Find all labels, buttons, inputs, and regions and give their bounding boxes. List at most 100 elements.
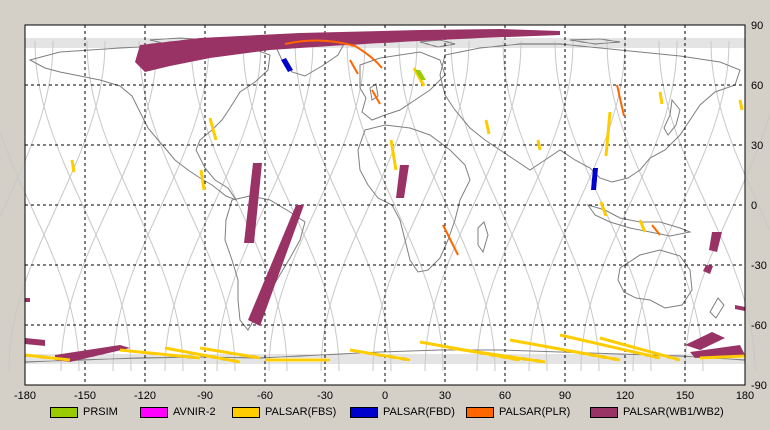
swath-fbs-8 bbox=[604, 111, 612, 157]
lon-tick-label: 120 bbox=[616, 390, 634, 400]
lon-tick-label: -150 bbox=[74, 390, 96, 400]
orbit-track bbox=[34, 40, 132, 372]
swath-wb-tasman bbox=[703, 265, 713, 274]
lon-tick-label: -120 bbox=[134, 390, 156, 400]
swath-fbs-20 bbox=[449, 346, 546, 364]
swath-fbd-asia bbox=[591, 168, 598, 190]
swath-prism-1 bbox=[415, 70, 426, 80]
graticule bbox=[25, 25, 745, 385]
legend-swatch bbox=[50, 406, 78, 418]
orbit-track bbox=[502, 40, 600, 372]
swath-fbs-3 bbox=[70, 159, 76, 173]
orbit-track bbox=[164, 40, 262, 372]
legend-label: PALSAR(FBS) bbox=[265, 406, 337, 418]
orbit-track bbox=[0, 40, 54, 219]
orbit-track bbox=[450, 40, 548, 372]
swath-fbs-23 bbox=[599, 336, 681, 362]
orbit-track bbox=[580, 40, 678, 372]
lon-tick-label: 60 bbox=[499, 390, 511, 400]
swath-wb-south-pacific bbox=[735, 305, 745, 311]
swath-wb-africa bbox=[396, 165, 409, 198]
swath-fbd-canada bbox=[281, 58, 293, 72]
legend-swatch bbox=[590, 406, 618, 418]
swath-plr-greenland bbox=[349, 59, 359, 75]
lon-tick-label: 150 bbox=[676, 390, 694, 400]
orbit-track bbox=[320, 40, 418, 372]
orbit-track bbox=[268, 40, 366, 372]
swath-fbs-1 bbox=[208, 117, 218, 141]
swath-fbs-21 bbox=[509, 338, 621, 362]
lat-tick-label: 60 bbox=[751, 80, 763, 92]
orbit-track bbox=[242, 40, 340, 372]
lon-tick-label: 0 bbox=[382, 390, 388, 400]
swath-fbs-13 bbox=[24, 353, 71, 362]
swath-fbs-11 bbox=[658, 91, 664, 105]
legend-item: AVNIR-2 bbox=[140, 404, 216, 420]
lon-tick-label: 180 bbox=[736, 390, 754, 400]
lon-tick-label: 90 bbox=[559, 390, 571, 400]
lon-tick-label: -90 bbox=[197, 390, 213, 400]
orbit-track bbox=[138, 40, 236, 372]
lat-tick-label: -60 bbox=[751, 320, 767, 332]
lat-tick-label: 0 bbox=[751, 200, 757, 212]
orbit-track bbox=[0, 130, 80, 372]
legend-item: PALSAR(WB1/WB2) bbox=[590, 404, 724, 420]
swath-fbs-22 bbox=[559, 333, 661, 360]
swath-plr-arc bbox=[284, 39, 383, 69]
swath-wb-edge bbox=[25, 298, 30, 302]
lon-tick-label: -30 bbox=[317, 390, 333, 400]
swath-fbs-9 bbox=[638, 219, 647, 233]
orbit-track bbox=[684, 111, 770, 372]
legend-item: PALSAR(PLR) bbox=[466, 404, 570, 420]
swath-fbs-2 bbox=[199, 169, 206, 191]
map-canvas: -180 -150 -120 -90 -60 -30 0 30 60 90 120 150 180 90… bbox=[0, 20, 770, 400]
swath-wb-atlantic bbox=[244, 163, 262, 243]
swath-wb-coral-sea bbox=[709, 232, 722, 252]
lon-tick-labels: -180 -150 -120 -90 -60 -30 0 30 60 90 120 150 180 bbox=[14, 390, 754, 400]
lat-tick-label: 90 bbox=[751, 20, 763, 32]
legend: PRSIM AVNIR-2 PALSAR(FBS) PALSAR(FBD) PALSAR… bbox=[0, 398, 770, 426]
legend-swatch bbox=[466, 406, 494, 418]
orbit-track bbox=[476, 40, 574, 372]
lat-tick-label: -90 bbox=[751, 380, 767, 392]
plr-swaths bbox=[284, 39, 661, 256]
swath-fbs-18 bbox=[349, 348, 411, 362]
lon-tick-label: -180 bbox=[14, 390, 36, 400]
legend-swatch bbox=[350, 406, 378, 418]
legend-item: PRSIM bbox=[50, 404, 118, 420]
swath-fbs-6 bbox=[484, 119, 491, 135]
orbit-track bbox=[8, 40, 106, 372]
swath-fbs-16 bbox=[199, 346, 261, 360]
legend-label: AVNIR-2 bbox=[173, 406, 216, 418]
prism-swaths bbox=[415, 70, 426, 80]
orbit-track bbox=[346, 40, 444, 372]
swath-wb-antarctic-1 bbox=[55, 345, 130, 362]
swath-plr-africa bbox=[442, 224, 459, 256]
swath-fbs-15 bbox=[164, 346, 241, 364]
swath-fbs-10 bbox=[599, 201, 608, 217]
swath-fbs-24 bbox=[699, 354, 746, 360]
orbit-track bbox=[710, 40, 770, 232]
lat-tick-labels: 90 60 30 0 -30 -60 -90 bbox=[751, 20, 767, 392]
swath-fbs-7 bbox=[536, 139, 542, 151]
swath-wb-south-america bbox=[248, 205, 304, 326]
swath-fbs-5 bbox=[389, 139, 398, 171]
legend-label: PRSIM bbox=[83, 406, 118, 418]
orbit-track bbox=[112, 40, 210, 372]
swath-plr-asia bbox=[616, 84, 625, 117]
orbit-track bbox=[424, 40, 522, 372]
orbit-track bbox=[632, 40, 730, 372]
legend-label: PALSAR(FBD) bbox=[383, 406, 455, 418]
swath-wb-antarctic-2 bbox=[685, 332, 725, 350]
orbit-track bbox=[372, 40, 470, 372]
legend-swatch bbox=[140, 406, 168, 418]
swath-plr-europe bbox=[371, 89, 381, 105]
orbit-track bbox=[190, 40, 288, 372]
orbit-track bbox=[86, 40, 184, 372]
orbit-track bbox=[398, 40, 496, 372]
lat-tick-label: -30 bbox=[751, 260, 767, 272]
orbit-track bbox=[60, 40, 158, 372]
lon-tick-label: -60 bbox=[257, 390, 273, 400]
swath-fbs-14 bbox=[119, 348, 201, 360]
orbit-track bbox=[658, 40, 756, 372]
